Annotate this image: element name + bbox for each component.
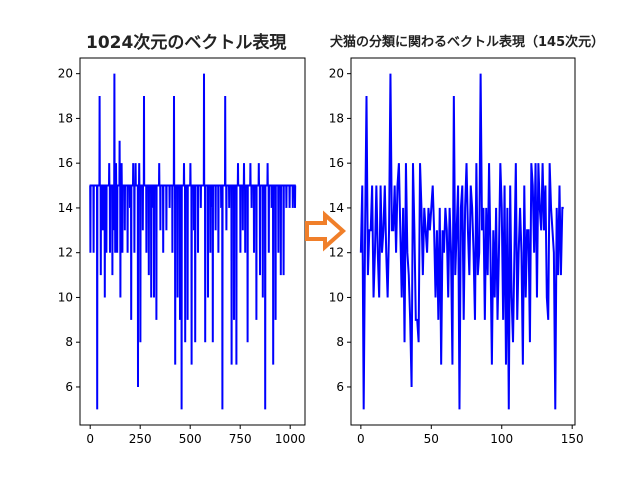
chart-title-right: 犬猫の分類に関わるベクトル表現（145次元） [330, 35, 605, 50]
plot-area-left: 6 8 10 12 14 16 18 20 0 250 500 750 1000 [58, 57, 306, 446]
y-tick-label: 6 [336, 380, 344, 394]
y-tick-label: 20 [329, 67, 344, 81]
x-tick-label: 0 [86, 432, 94, 446]
y-tick-label: 10 [58, 290, 73, 304]
x-tick-label: 50 [424, 432, 439, 446]
right-arrow-icon [305, 210, 347, 252]
y-tick-label: 18 [58, 111, 73, 125]
x-tick-label: 1000 [275, 432, 306, 446]
axes-frame [79, 57, 306, 426]
y-tick-label: 12 [329, 246, 344, 260]
data-line [359, 73, 564, 410]
y-tick-label: 20 [58, 67, 73, 81]
data-line [89, 73, 297, 410]
x-tick-label: 250 [129, 432, 152, 446]
x-tick-label: 100 [490, 432, 513, 446]
y-tick-label: 16 [329, 156, 344, 170]
x-tick-label: 150 [561, 432, 584, 446]
x-tick-label: 500 [179, 432, 202, 446]
x-tick-label: 750 [229, 432, 252, 446]
y-tick-label: 12 [58, 246, 73, 260]
chart-title-left: 1024次元のベクトル表現 [86, 33, 287, 53]
y-tick-label: 10 [329, 290, 344, 304]
y-tick-label: 6 [65, 380, 73, 394]
plot-area-right: 6 8 10 12 14 16 18 20 0 50 100 150 [329, 57, 584, 446]
y-tick-label: 14 [58, 201, 73, 215]
x-tick-label: 0 [357, 432, 365, 446]
y-tick-label: 14 [329, 201, 344, 215]
axes-frame [350, 57, 576, 426]
y-tick-label: 16 [58, 156, 73, 170]
y-tick-label: 8 [65, 335, 73, 349]
y-tick-label: 8 [336, 335, 344, 349]
y-tick-label: 18 [329, 111, 344, 125]
